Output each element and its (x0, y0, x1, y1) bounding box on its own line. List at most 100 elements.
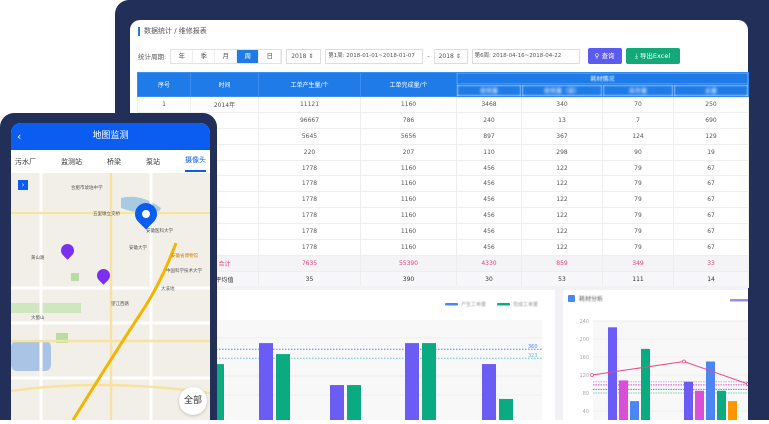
query-label: 查询 (601, 52, 615, 60)
table-row: 1778 1160 456 122 79 67 (137, 175, 750, 193)
phone-screen: ‹ 地图监测 污水厂 监测站 桥梁 泵站 摄像头 五里墩立交桥 安徽大学 黄山路… (10, 123, 211, 421)
table-cell: 14 (672, 270, 750, 288)
table-cell: 456 (456, 223, 522, 241)
header-time[interactable]: 时间 (190, 72, 259, 97)
table-cell: 7635 (258, 254, 361, 272)
table-cell: 122 (521, 191, 603, 209)
table-cell: 129 (672, 127, 750, 145)
bar (684, 381, 693, 420)
bar (641, 348, 650, 420)
start-week-select[interactable]: 第1周: 2018-01-01~2018-01-07 (325, 48, 424, 64)
table-row: 1778 1160 456 122 79 67 (137, 191, 750, 209)
bar (499, 398, 513, 420)
table-row: 合计 7635 55390 4330 859 349 33 (137, 254, 750, 272)
table-cell: 30 (456, 270, 522, 288)
bar (706, 361, 715, 420)
table-cell: 122 (521, 207, 603, 225)
show-all-button[interactable]: 全部 (179, 387, 207, 415)
header-completed[interactable]: 工单完成量/个 (360, 72, 457, 97)
table-cell: 11121 (258, 96, 361, 113)
table-cell: 456 (456, 175, 522, 193)
map-label: 大溪地 (161, 287, 175, 292)
export-excel-button[interactable]: ⤓ 导出Excel (625, 48, 680, 64)
expand-icon[interactable]: › (18, 180, 28, 190)
range-separator: - (427, 52, 430, 60)
table-cell: 1778 (258, 191, 361, 209)
table-cell: 1778 (258, 223, 361, 241)
breadcrumb: 数据统计 / 维修报表 (138, 26, 207, 36)
table-cell: 240 (456, 111, 522, 129)
legend-swatch (730, 299, 748, 302)
reference-label: 323 (528, 353, 538, 359)
table-cell: 2014年 (190, 96, 259, 113)
table-cell: 456 (456, 239, 522, 256)
table-cell: 1778 (258, 175, 361, 193)
table-cell: 367 (521, 127, 603, 145)
table-cell: 122 (521, 159, 603, 177)
y-tick-label: 240 (579, 319, 589, 325)
table-cell: 67 (672, 175, 750, 193)
end-year-value: 2018 (438, 52, 454, 60)
map-label: 安徽大学 (129, 246, 147, 251)
tab-bridge[interactable]: 桥梁 (107, 157, 121, 166)
table-cell: 79 (602, 239, 674, 256)
table-cell: 67 (672, 239, 750, 256)
table-cell: 5656 (360, 127, 457, 145)
table-cell: 456 (456, 207, 522, 225)
trend-point (746, 382, 750, 386)
period-year[interactable]: 年 (171, 49, 194, 63)
table-cell: 67 (672, 191, 750, 209)
bar (630, 401, 639, 420)
bar (717, 390, 726, 420)
table-cell: 1160 (360, 239, 457, 256)
map-label: 大蜀山 (31, 316, 45, 321)
period-selector[interactable]: 年 季 月 周 日 (170, 48, 283, 64)
y-tick-label: 200 (579, 337, 589, 343)
tab-camera[interactable]: 摄像头 (185, 151, 206, 172)
table-cell: 7 (602, 111, 674, 129)
tab-sewage[interactable]: 污水厂 (15, 157, 36, 166)
table-cell: 33 (672, 254, 750, 272)
back-icon[interactable]: ‹ (17, 130, 22, 143)
charts-area: 360 323 产生工单量 完成工单量 耗材分析 240 200 160 120 80 40 (130, 286, 750, 420)
table-cell: 1 (137, 96, 191, 113)
legend-label: 产生工单量 (461, 301, 486, 308)
period-month[interactable]: 月 (215, 49, 238, 63)
start-year-value: 2018 (291, 52, 307, 60)
tab-monitor[interactable]: 监测站 (61, 157, 82, 166)
map[interactable]: 五里墩立交桥 安徽大学 黄山路 望江西路 合肥市琥珀中学 安徽医科大学 中国科学… (10, 173, 211, 421)
end-year-select[interactable]: 2018 ⇕ (433, 48, 468, 64)
table-cell: 19 (672, 143, 750, 161)
bar (347, 385, 361, 420)
subheader: 使用量 (456, 84, 522, 97)
map-label: 安徽省博物馆 (171, 254, 198, 259)
chart-title: 耗材分析 (579, 295, 603, 303)
legend-swatch (445, 303, 458, 306)
end-week-select[interactable]: 第6周: 2018-04-16~2018-04-22 (471, 48, 580, 64)
bar (276, 354, 290, 420)
table-cell: 67 (672, 159, 750, 177)
bar (259, 343, 273, 420)
period-day[interactable]: 日 (259, 49, 282, 63)
bar (608, 327, 617, 420)
table-row: 1778 1160 456 122 79 67 (137, 207, 750, 225)
map-label: 中国科学技术大学 (166, 269, 202, 274)
start-year-select[interactable]: 2018 ⇕ (286, 48, 322, 64)
table-cell: 1778 (258, 239, 361, 256)
query-button[interactable]: ⚲ 查询 (587, 48, 622, 64)
table-cell: 349 (602, 254, 674, 272)
header-created[interactable]: 工单产生量/个 (258, 72, 361, 97)
header-materials: 耗材情况 (455, 72, 750, 85)
materials-chart-card: 耗材分析 240 200 160 120 80 40 (563, 290, 750, 420)
table-cell: 90 (602, 143, 674, 161)
header-index[interactable]: 序号 (137, 72, 191, 97)
table-row: 1778 1160 456 122 79 67 (137, 223, 750, 241)
chart-icon (568, 295, 575, 302)
table-cell: 79 (602, 207, 674, 225)
tab-pump[interactable]: 泵站 (146, 157, 160, 166)
table-cell: 122 (521, 223, 603, 241)
period-week[interactable]: 周 (237, 49, 260, 63)
period-quarter[interactable]: 季 (193, 49, 216, 63)
subheader: 总量 (672, 84, 750, 97)
table-row: 220 207 110 298 90 19 (137, 143, 750, 161)
